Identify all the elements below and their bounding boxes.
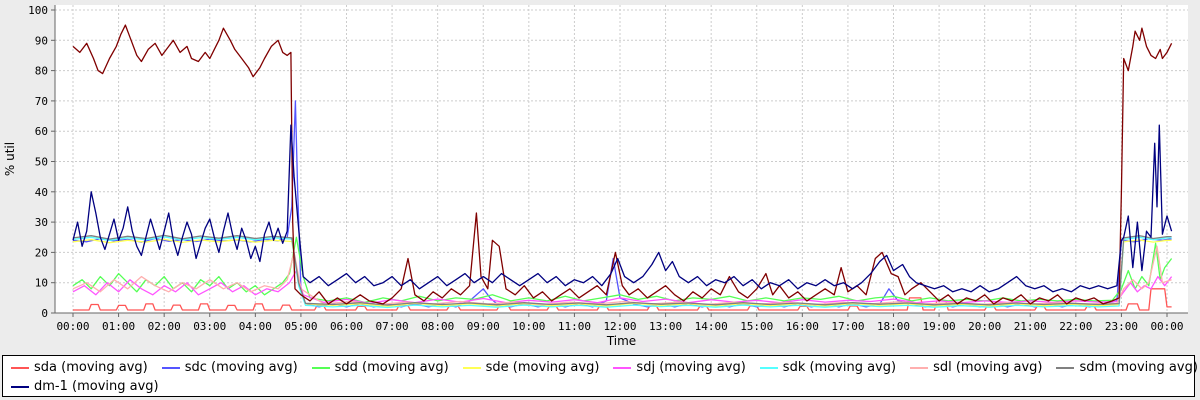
legend-label: sda (moving avg) (34, 360, 148, 375)
legend-label: dm-1 (moving avg) (34, 379, 159, 394)
x-tick-label: 00:00 (1150, 320, 1183, 333)
x-tick-label: 10:00 (512, 320, 545, 333)
legend-row: sda (moving avg) sdc (moving avg) sdd (mov… (11, 358, 1198, 377)
series-sdj (72, 269, 1173, 304)
x-tick-label: 13:00 (649, 320, 682, 333)
x-tick-label: 06:00 (330, 320, 363, 333)
legend-swatch-icon (462, 366, 481, 369)
x-tick-label: 17:00 (831, 320, 864, 333)
y-tick-label: 80 (35, 65, 48, 78)
y-tick-label: 20 (35, 246, 48, 259)
x-tick-label: 22:00 (1059, 320, 1092, 333)
x-tick-label: 09:00 (467, 320, 500, 333)
x-tick-label: 20:00 (968, 320, 1001, 333)
y-axis-title: % util (3, 142, 17, 176)
plot-area (55, 5, 1188, 313)
y-tick-label: 40 (35, 186, 48, 199)
chart-canvas: 0 10 20 30 40 50 60 70 80 90 100 00:00 01:00 02:00 03:… (3, 4, 1188, 348)
legend-swatch-icon (11, 385, 29, 388)
chart-legend: sda (moving avg) sdc (moving avg) sdd (mov… (2, 355, 1198, 397)
x-tick-label: 19:00 (923, 320, 956, 333)
legend-item-sda: sda (moving avg) (11, 360, 148, 375)
series-dm-1 (72, 124, 1173, 293)
legend-label: sdk (moving avg) (782, 360, 897, 375)
legend-label: sdm (moving avg) (1079, 360, 1198, 375)
x-tick-label: 01:00 (102, 320, 135, 333)
x-tick-label: 04:00 (239, 320, 272, 333)
legend-swatch-icon (759, 366, 778, 369)
x-tick-label: 00:00 (56, 320, 89, 333)
series-lines (72, 24, 1173, 311)
y-tick-label: 100 (28, 4, 48, 17)
series-sde (72, 238, 1172, 307)
legend-label: sdj (moving avg) (636, 360, 746, 375)
legend-swatch-icon (613, 366, 632, 369)
legend-swatch-icon (161, 366, 180, 369)
x-tick-label: 21:00 (1014, 320, 1047, 333)
legend-swatch-icon (311, 366, 330, 369)
y-tick-label: 50 (35, 156, 48, 169)
axes (51, 5, 1188, 317)
legend-item-sdj: sdj (moving avg) (613, 360, 746, 375)
x-tick-label: 05:00 (284, 320, 317, 333)
disk-utilization-chart: 0 10 20 30 40 50 60 70 80 90 100 00:00 01:00 02:00 03:… (2, 4, 1198, 397)
x-tick-label: 23:00 (1105, 320, 1138, 333)
y-tick-label: 10 (35, 277, 48, 290)
legend-label: sde (moving avg) (485, 360, 600, 375)
legend-row: dm-1 (moving avg) (11, 377, 1186, 396)
legend-item-sdd: sdd (moving avg) (311, 360, 449, 375)
legend-label: sdl (moving avg) (933, 360, 1043, 375)
x-tick-label: 11:00 (558, 320, 591, 333)
legend-swatch-icon (910, 366, 929, 369)
legend-swatch-icon (11, 366, 29, 369)
y-tick-label: 0 (41, 307, 48, 320)
x-axis-title: Time (606, 334, 636, 348)
legend-swatch-icon (1056, 366, 1075, 369)
legend-item-sde: sde (moving avg) (462, 360, 600, 375)
legend-label: sdd (moving avg) (334, 360, 449, 375)
x-tick-label: 12:00 (603, 320, 636, 333)
y-tick-label: 60 (35, 125, 48, 138)
x-tick-label: 03:00 (193, 320, 226, 333)
legend-label: sdc (moving avg) (184, 360, 298, 375)
x-tick-label: 08:00 (421, 320, 454, 333)
x-tick-label: 15:00 (740, 320, 773, 333)
x-tick-label: 18:00 (877, 320, 910, 333)
legend-item-sdl: sdl (moving avg) (910, 360, 1042, 375)
legend-item-dm-1: dm-1 (moving avg) (11, 379, 159, 394)
legend-item-sdk: sdk (moving avg) (759, 360, 897, 375)
x-tick-label: 07:00 (376, 320, 409, 333)
series-dm-0 (72, 24, 1173, 305)
y-tick-label: 90 (35, 34, 48, 47)
x-tick-label: 16:00 (786, 320, 819, 333)
x-tick-label: 14:00 (695, 320, 728, 333)
x-tick-label: 02:00 (148, 320, 181, 333)
y-tick-label: 70 (35, 95, 48, 108)
series-sdl (72, 245, 1172, 306)
tick-labels: 0 10 20 30 40 50 60 70 80 90 100 00:00 01:00 02:00 03:… (28, 4, 1183, 333)
legend-item-sdm: sdm (moving avg) (1056, 360, 1198, 375)
y-tick-label: 30 (35, 216, 48, 229)
legend-item-sdc: sdc (moving avg) (161, 360, 298, 375)
